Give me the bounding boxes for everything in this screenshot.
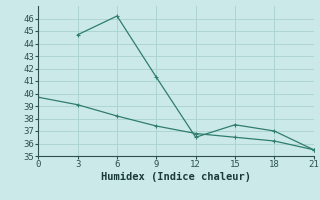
X-axis label: Humidex (Indice chaleur): Humidex (Indice chaleur) (101, 172, 251, 182)
